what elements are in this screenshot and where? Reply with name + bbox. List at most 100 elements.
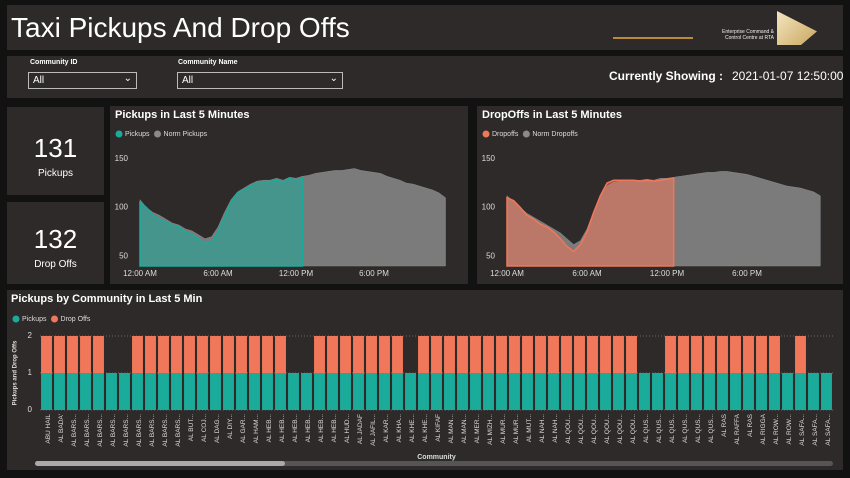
y-axis-label: Pickups and Drop Offs [13, 340, 19, 405]
legend-label: Pickups [22, 316, 47, 323]
x-tick-label: AL BARS... [123, 414, 130, 447]
bar [535, 373, 546, 410]
bar [132, 373, 143, 410]
bar [340, 373, 351, 410]
bar [158, 336, 169, 373]
bar [587, 373, 598, 410]
x-tick-label: AL QOU... [617, 414, 624, 444]
dropdown-value: All [182, 75, 194, 86]
bar [171, 336, 182, 373]
x-tick-label: AL BARS... [97, 414, 104, 447]
x-tick-label: AL NAH... [539, 414, 546, 443]
bar [743, 336, 754, 373]
bar [301, 373, 312, 410]
bar [132, 336, 143, 373]
bar [366, 336, 377, 373]
dropdown[interactable]: All ⌄ [28, 72, 137, 89]
x-tick-label: AL QUS... [643, 414, 650, 443]
bar [548, 336, 559, 373]
bar [184, 373, 195, 410]
bar [678, 336, 689, 373]
bar [197, 336, 208, 373]
bar [119, 373, 130, 410]
x-tick-label: AL MAN... [448, 414, 455, 444]
chart-title: DropOffs in Last 5 Minutes [482, 109, 622, 121]
bar [730, 336, 741, 373]
bar [93, 336, 104, 373]
dropdown[interactable]: All ⌄ [177, 72, 343, 89]
bar [457, 373, 468, 410]
x-tick-label: AL RAFFA [734, 413, 741, 444]
x-tick-label: AL ROW... [786, 414, 793, 445]
scrollbar-thumb[interactable] [35, 461, 285, 466]
x-tick-label: AL JADAF [357, 414, 364, 444]
legend-label: Drop Offs [61, 316, 91, 323]
legend-label: Norm Pickups [164, 131, 208, 138]
x-tick-label: AL HAM... [253, 414, 260, 444]
x-tick-label: AL QOU... [565, 414, 572, 444]
bar [444, 373, 455, 410]
logo-mark [777, 11, 817, 45]
x-tick-label: AL QOU... [591, 414, 598, 444]
bar [353, 373, 364, 410]
bar [210, 373, 221, 410]
x-tick-label: AL MAN... [461, 414, 468, 444]
chart-title: Pickups by Community in Last 5 Min [11, 293, 203, 305]
bar [275, 373, 286, 410]
x-tick-label: AL DAG... [214, 414, 221, 443]
x-tick-label: AL SAFA... [799, 414, 806, 446]
x-tick-label: AL BARS... [110, 414, 117, 447]
y-tick-label: 1 [28, 368, 33, 377]
legend-label: Pickups [125, 131, 150, 138]
x-tick-label: AL QUS... [656, 414, 663, 443]
bar [223, 336, 234, 373]
legend-marker [154, 130, 162, 138]
x-tick-label: 6:00 PM [732, 269, 762, 278]
y-tick-label: 50 [119, 251, 128, 260]
bar [171, 373, 182, 410]
bar [613, 373, 624, 410]
bar [522, 373, 533, 410]
x-tick-label: AL RIGGA [760, 413, 767, 444]
x-tick-label: AL SAFA... [825, 414, 832, 446]
bar [561, 373, 572, 410]
chart: Pickups in Last 5 Minutes Pickups Norm Pic… [110, 106, 468, 284]
legend-marker [115, 130, 123, 138]
x-tick-label: ABU HAIL [45, 414, 52, 444]
bar [782, 373, 793, 410]
logo-text: Enterprise Command & Control Centre at R… [722, 29, 774, 41]
x-tick-label: AL HEB... [292, 414, 299, 442]
legend-label: Dropoffs [492, 131, 519, 138]
bar [327, 373, 338, 410]
showing-label: Currently Showing : [609, 69, 723, 83]
bar [652, 373, 663, 410]
bar [314, 373, 325, 410]
bar [210, 336, 221, 373]
bar [665, 373, 676, 410]
y-tick-label: 150 [482, 154, 496, 163]
bar [54, 373, 65, 410]
legend-marker [522, 130, 530, 138]
x-tick-label: AL ROW... [773, 414, 780, 445]
bar [275, 336, 286, 373]
bar [353, 336, 364, 373]
x-tick-label: AL RAS [721, 413, 728, 437]
x-tick-label: AL COJ... [201, 414, 208, 442]
bar [262, 336, 273, 373]
legend-marker [482, 130, 490, 138]
kpi-value: 132 [33, 224, 78, 254]
x-tick-label: AL QUS... [682, 414, 689, 443]
x-tick-label: AL HEB... [266, 414, 273, 442]
bar [418, 373, 429, 410]
bar [197, 373, 208, 410]
bar [600, 336, 611, 373]
x-tick-label: AL JAFIL... [370, 414, 377, 446]
x-tick-label: AL QOU... [578, 414, 585, 444]
logo [613, 27, 693, 39]
x-tick-label: AL BARS... [162, 414, 169, 447]
bar [54, 336, 65, 373]
showing-value: 2021-01-07 12:50:00 [732, 69, 844, 83]
x-tick-label: AL SAFA... [812, 414, 819, 446]
bar [379, 336, 390, 373]
x-tick-label: AL KHE... [422, 414, 429, 442]
